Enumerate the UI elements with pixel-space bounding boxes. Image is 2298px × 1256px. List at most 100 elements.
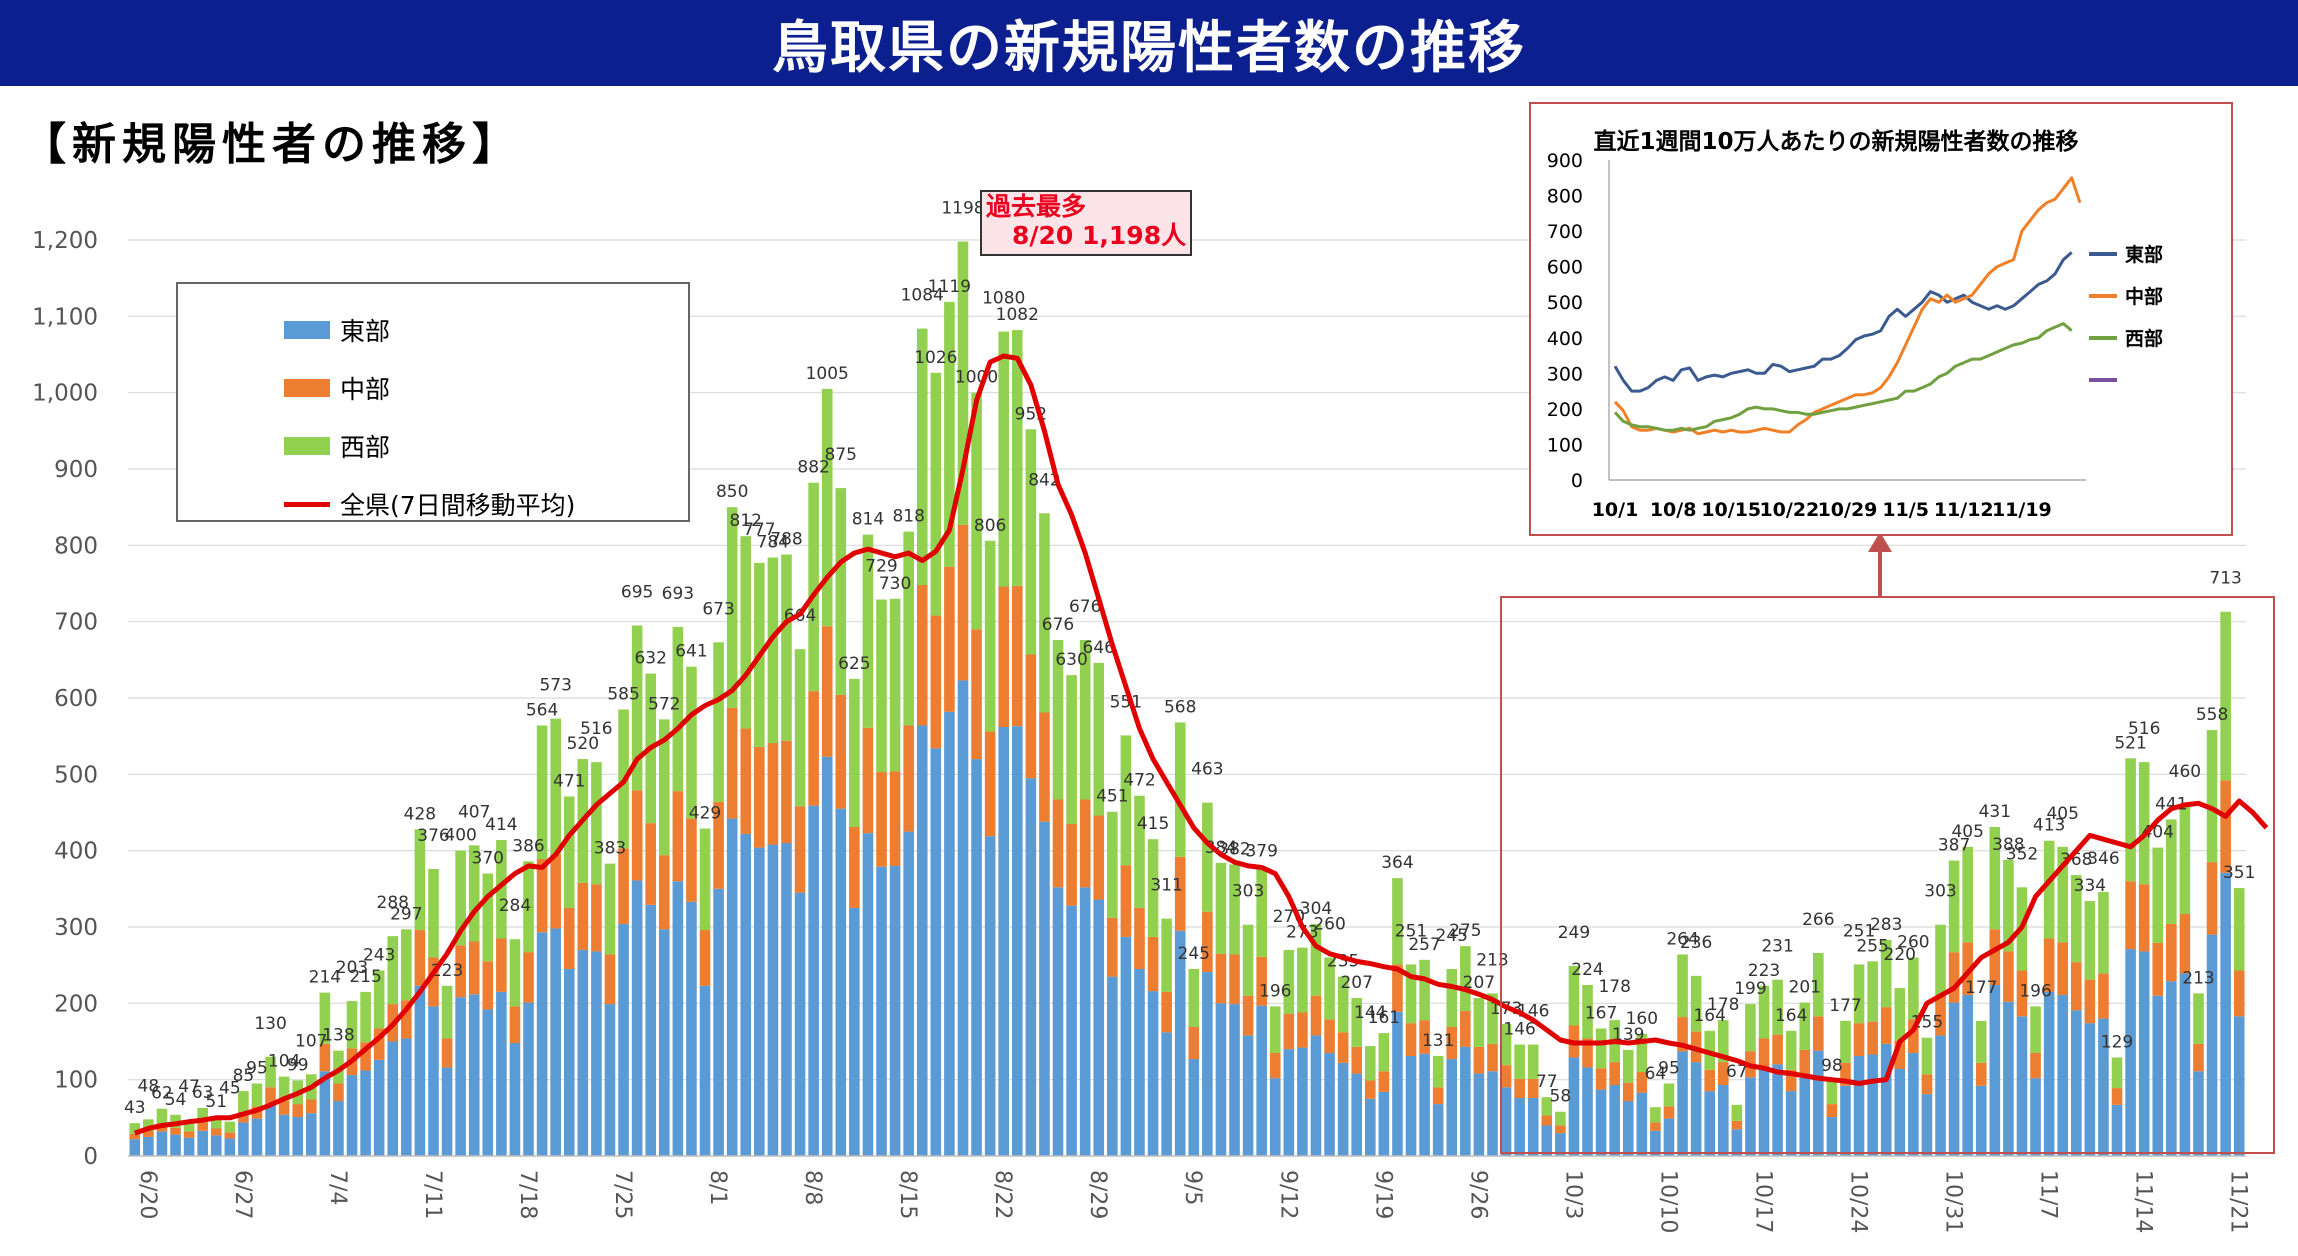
bar-east <box>1500 1087 1512 1156</box>
bar-central <box>957 524 969 681</box>
bar-east <box>1650 1130 1661 1156</box>
bar-east <box>2179 973 2191 1156</box>
bar-total-label: 695 <box>621 582 653 602</box>
bar-west <box>821 388 833 627</box>
bar-central <box>183 1131 195 1138</box>
highlight-rectangle <box>1500 596 2275 1154</box>
bar-central <box>1975 1062 1987 1086</box>
bar-central <box>604 954 616 1005</box>
inset-y-tick-label: 100 <box>1547 434 1583 456</box>
legend-label-west: 西部 <box>340 433 391 462</box>
bar-total-label: 632 <box>634 649 666 669</box>
bar-west <box>1134 795 1145 908</box>
bar-east <box>1134 968 1145 1156</box>
inset-y-tick-label: 0 <box>1571 470 1583 492</box>
bar-west <box>1079 639 1091 800</box>
bar-east <box>1690 1062 1702 1156</box>
bar-east <box>1066 905 1077 1156</box>
bar-total-label: 777 <box>743 520 775 540</box>
callout-line2: 8/20 1,198人 <box>1012 221 1187 250</box>
bar-west <box>998 331 1010 587</box>
bar-central <box>2057 942 2069 995</box>
bar-east <box>808 805 819 1156</box>
x-tick-label: 6/20 <box>135 1170 160 1219</box>
bar-central <box>1079 799 1091 888</box>
bar-west <box>1582 985 1593 1039</box>
bar-west <box>1405 964 1417 1024</box>
bar-west <box>1867 961 1878 1022</box>
bar-total-label: 104 <box>268 1052 300 1072</box>
bar-central <box>1174 856 1186 931</box>
bar-central <box>577 882 589 950</box>
bar-central <box>1622 1082 1634 1102</box>
title-banner: 鳥取県の新規陽性者数の推移 <box>0 0 2298 86</box>
inset-x-tick-label: 11/5 <box>1882 499 1929 521</box>
bar-total-label: 138 <box>322 1026 354 1046</box>
bar-west <box>496 839 507 939</box>
bar-east <box>740 833 752 1156</box>
bar-total-label: 283 <box>1870 915 1902 935</box>
bar-total-label: 144 <box>1354 1003 1386 1023</box>
bar-east <box>1636 1092 1648 1156</box>
bar-east <box>1174 930 1186 1156</box>
page-title: 鳥取県の新規陽性者数の推移 <box>772 15 1526 81</box>
bar-west <box>401 929 412 1001</box>
bar-east <box>2138 951 2150 1156</box>
bar-west <box>726 507 738 708</box>
bar-central <box>129 1133 141 1140</box>
bar-total-label: 352 <box>2006 844 2038 864</box>
bar-west <box>1392 878 1403 965</box>
bar-east <box>1079 887 1091 1156</box>
bar-total-label: 213 <box>2182 968 2214 988</box>
bar-east <box>944 711 955 1156</box>
bar-central <box>536 859 548 933</box>
bar-central <box>1256 956 1267 1006</box>
bar-total-label: 585 <box>607 684 639 704</box>
bar-west <box>1364 1046 1376 1081</box>
bar-west <box>1147 839 1159 937</box>
bar-west <box>1039 513 1050 713</box>
bar-west <box>509 939 521 1007</box>
legend-item-west: 西部 <box>284 426 390 466</box>
inset-y-tick-label: 600 <box>1547 257 1583 279</box>
bar-west <box>957 241 969 525</box>
bar-east <box>1962 994 1973 1156</box>
x-tick-label: 9/19 <box>1370 1170 1395 1219</box>
bar-central <box>523 952 534 1003</box>
bar-total-label: 451 <box>1096 787 1128 807</box>
bar-east <box>238 1122 249 1156</box>
inset-y-tick-label: 900 <box>1547 150 1583 172</box>
bar-central <box>1717 1062 1729 1086</box>
bar-east <box>591 951 602 1156</box>
bar-central <box>401 1000 412 1039</box>
bar-west <box>1555 1111 1566 1126</box>
bar-total-label: 1198 <box>941 199 984 219</box>
bar-total-label: 203 <box>336 958 368 978</box>
bar-west <box>591 762 602 885</box>
bar-west <box>1310 923 1322 996</box>
x-tick-label: 9/12 <box>1275 1170 1300 1219</box>
bar-west <box>1758 985 1770 1039</box>
legend-swatch-central <box>284 379 330 397</box>
bar-total-label: 516 <box>580 719 612 739</box>
bar-central <box>1161 991 1172 1033</box>
bar-central <box>1894 1040 1906 1069</box>
bar-east <box>197 1130 208 1156</box>
bar-total-label: 564 <box>526 700 558 720</box>
bar-west <box>604 863 616 955</box>
bar-west <box>1093 662 1105 816</box>
bar-east <box>333 1101 344 1156</box>
bar-central <box>2030 1052 2041 1079</box>
legend-item-central: 中部 <box>284 368 390 408</box>
inset-x-tick-label: 11/19 <box>1992 499 2052 521</box>
inset-y-tick-label: 700 <box>1547 221 1583 243</box>
bar-west <box>1663 1083 1675 1107</box>
bar-west <box>1636 1033 1648 1073</box>
inset-y-tick-label: 400 <box>1547 328 1583 350</box>
bar-total-label: 370 <box>472 849 504 869</box>
bar-east <box>686 901 697 1156</box>
bar-west <box>862 534 874 728</box>
bar-west <box>183 1120 195 1132</box>
bar-central <box>2233 970 2245 1017</box>
bar-central <box>1052 799 1064 888</box>
